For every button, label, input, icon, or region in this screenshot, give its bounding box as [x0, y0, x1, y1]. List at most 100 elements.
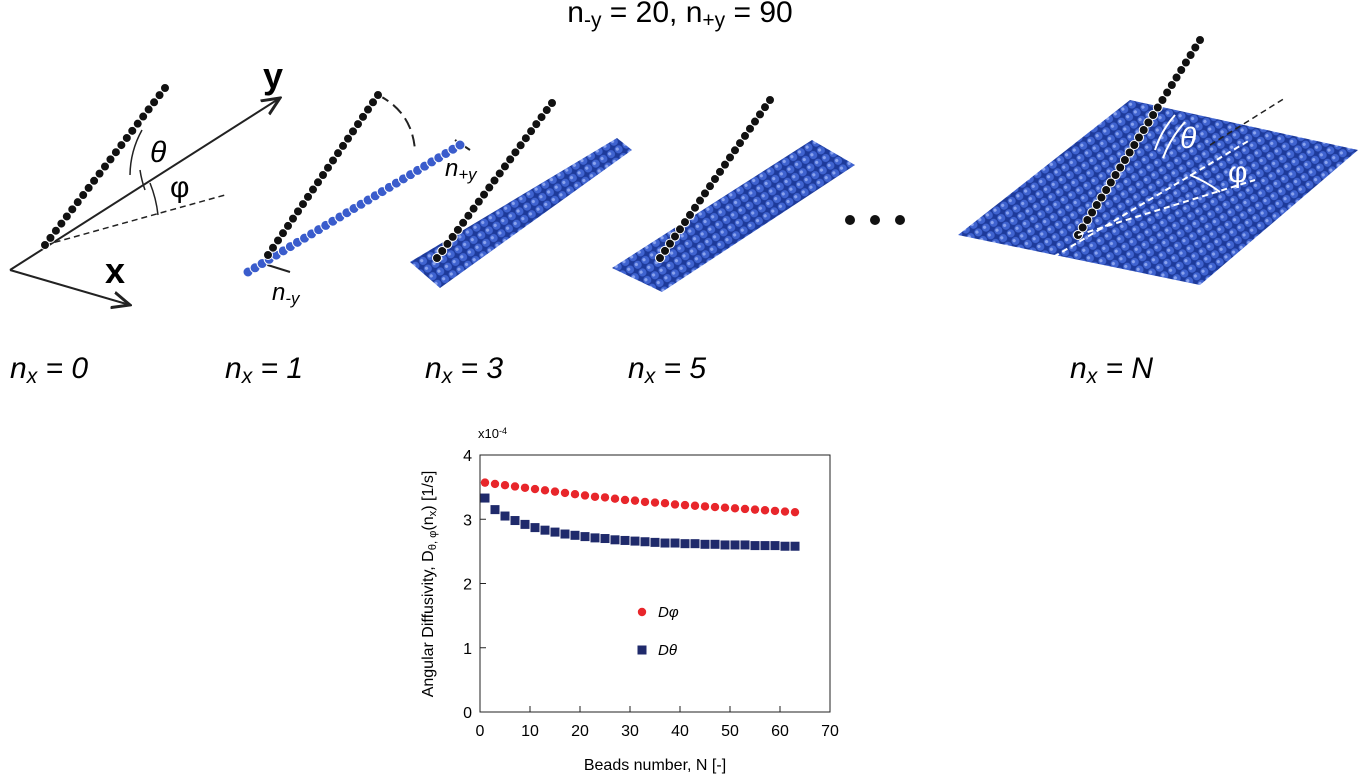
- text-segment: n: [225, 352, 242, 385]
- text-segment: (n: [420, 516, 437, 530]
- data-point: [591, 493, 599, 501]
- panel-label: nx = N: [1070, 352, 1153, 388]
- bead: [766, 96, 775, 105]
- text-segment: = 5: [655, 352, 706, 385]
- data-point: [621, 536, 630, 545]
- y-tick-label: 2: [463, 577, 472, 594]
- data-point: [561, 530, 570, 539]
- text-segment: [-]: [707, 757, 726, 774]
- data-point: [541, 526, 550, 535]
- data-point: [711, 503, 719, 511]
- theta-label: θ: [150, 136, 167, 169]
- data-point: [751, 505, 759, 513]
- text-segment: Beads number,: [584, 757, 696, 774]
- data-point: [611, 535, 620, 544]
- data-point: [551, 528, 560, 537]
- legend-marker: [638, 608, 646, 616]
- data-point: [771, 541, 780, 550]
- data-point: [621, 496, 629, 504]
- bead: [548, 99, 557, 108]
- x-tick-label: 40: [671, 723, 689, 740]
- x-tick-label: 70: [821, 723, 839, 740]
- text-segment: n: [425, 352, 442, 385]
- data-point: [531, 485, 539, 493]
- text-segment: n: [10, 352, 27, 385]
- text-segment: n: [686, 0, 703, 29]
- data-point: [791, 542, 800, 551]
- data-point: [691, 502, 699, 510]
- data-point: [721, 503, 729, 511]
- data-point: [601, 493, 609, 501]
- data-point: [681, 501, 689, 509]
- subscript: -y: [285, 289, 301, 308]
- phi-label: φ: [170, 171, 189, 204]
- data-point: [481, 478, 489, 486]
- legend-label: Dθ: [658, 642, 677, 659]
- text-segment: = N: [1097, 352, 1153, 385]
- axis-y-label: y: [263, 55, 283, 96]
- data-point: [581, 532, 590, 541]
- ellipsis-dot: [845, 215, 855, 225]
- figure-title: n-y = 20, n+y = 90: [567, 0, 792, 32]
- data-point: [641, 537, 650, 546]
- data-point: [501, 481, 509, 489]
- data-point: [671, 500, 679, 508]
- subscript: θ, φ: [427, 531, 439, 551]
- text-segment: Angular Diffusivity,: [420, 562, 437, 697]
- data-point: [501, 512, 510, 521]
- data-point: [711, 540, 720, 549]
- data-point: [731, 504, 739, 512]
- x-tick-label: 50: [721, 723, 739, 740]
- panel-label: nx = 3: [425, 352, 503, 388]
- data-point: [761, 506, 769, 514]
- data-point: [771, 507, 779, 515]
- y-axis-title: Angular Diffusivity, Dθ, φ(nx) [1/s]: [420, 471, 439, 698]
- data-point: [571, 531, 580, 540]
- n-plus-y-label: n+y: [445, 155, 478, 184]
- data-point: [491, 480, 499, 488]
- text-segment: n: [628, 352, 645, 385]
- x-tick-label: 60: [771, 723, 789, 740]
- theta-arc: [130, 130, 142, 175]
- axis-x-label: x: [105, 250, 125, 291]
- data-point: [491, 505, 500, 514]
- plot-frame: [480, 455, 830, 712]
- text-segment: x10: [478, 426, 499, 441]
- panel-label: nx = 1: [225, 352, 303, 388]
- panel-label: nx = 0: [10, 352, 88, 388]
- x-tick-label: 30: [621, 723, 639, 740]
- x-tick-label: 10: [521, 723, 539, 740]
- data-point: [741, 505, 749, 513]
- ellipsis-dot: [895, 215, 905, 225]
- phi-arc: [150, 183, 158, 215]
- x-tick-label: 0: [476, 723, 485, 740]
- data-point: [631, 537, 640, 546]
- y-multiplier: x10-4: [478, 426, 507, 441]
- bead-plate: [612, 140, 855, 292]
- subscript: +y: [702, 9, 725, 32]
- text-segment: N: [696, 757, 708, 774]
- y-tick-label: 4: [463, 448, 472, 465]
- data-point: [701, 502, 709, 510]
- supscript: -4: [499, 426, 507, 436]
- legend-marker: [638, 646, 647, 655]
- data-point: [651, 538, 660, 547]
- data-point: [651, 498, 659, 506]
- data-point: [741, 540, 750, 549]
- text-segment: = 90: [725, 0, 793, 29]
- data-point: [751, 541, 760, 550]
- body: n-y = 20, n+y = 90 y x θ φ n+y n-y θ φ n…: [0, 0, 1363, 780]
- y-tick-label: 1: [463, 641, 472, 658]
- text-segment: ) [1/s]: [420, 471, 437, 511]
- data-point: [551, 487, 559, 495]
- data-point: [571, 490, 579, 498]
- data-point: [681, 539, 690, 548]
- text-segment: n: [272, 279, 285, 306]
- data-point: [541, 486, 549, 494]
- theta-label: θ: [1180, 122, 1197, 155]
- data-point: [721, 540, 730, 549]
- data-point: [511, 516, 520, 525]
- arc-dashed: [378, 95, 415, 150]
- subscript: +y: [458, 165, 478, 184]
